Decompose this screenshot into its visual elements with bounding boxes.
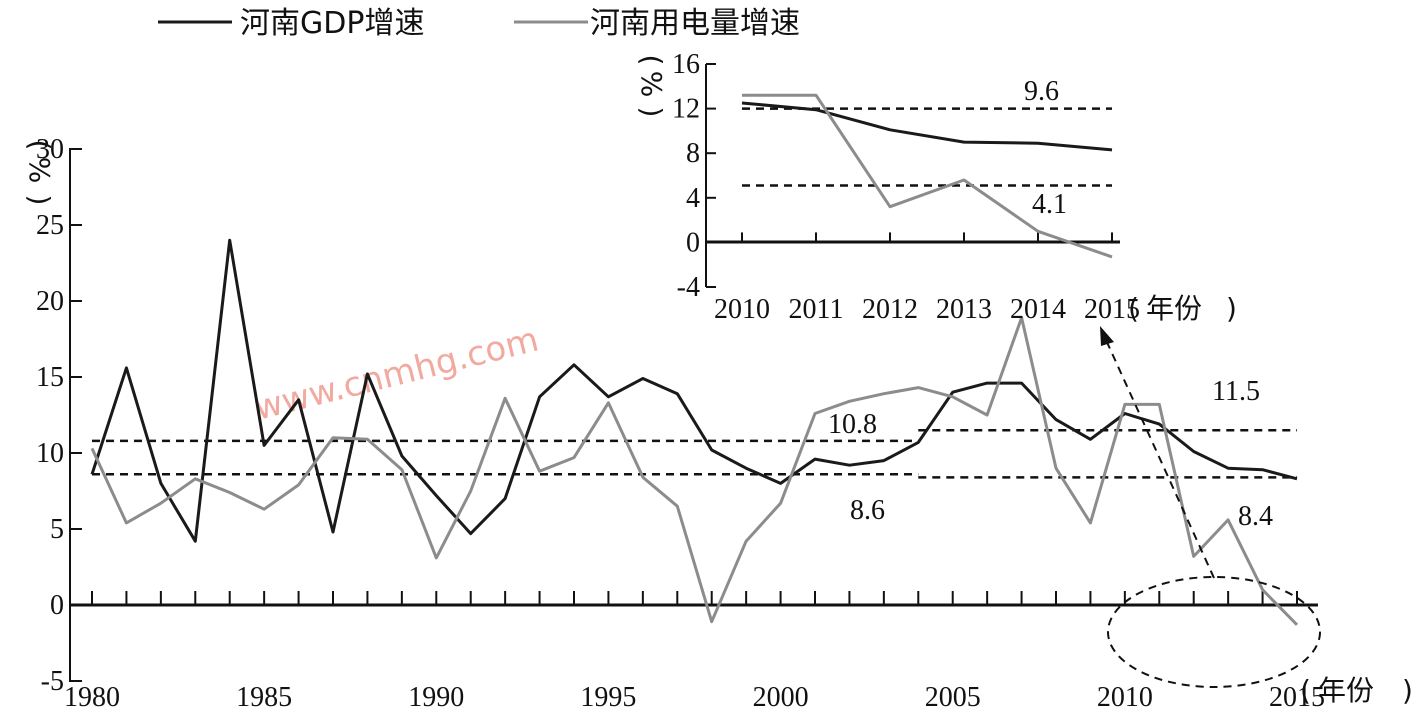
inset-y-tick-label: -4 (677, 272, 700, 303)
main-x-tick-label: 1985 (236, 682, 292, 713)
inset-y-unit-close-paren: ) (635, 107, 668, 118)
main-x-tick-label: 1995 (580, 682, 636, 713)
main-y-unit-open-paren: ( (23, 140, 56, 151)
main-y-tick-label: 25 (36, 210, 64, 241)
inset-plot: -4 0 4 8 12 16 2010 2011 2012 2013 2014 2015 9.6 4.… (635, 49, 1237, 325)
main-reference-label: 11.5 (1212, 376, 1260, 407)
inset-x-tick-label: 2015 (1084, 294, 1140, 325)
inset-series-line-power (742, 93, 1113, 259)
main-series-line-gdp (90, 238, 1298, 543)
main-y-tick-label: 0 (50, 590, 64, 621)
inset-y-tick-label: 12 (672, 94, 700, 125)
main-y-tick-label: -5 (41, 666, 64, 697)
main-x-tick-label: 2005 (925, 682, 981, 713)
main-x-tick-label: 1980 (64, 682, 120, 713)
inset-x-axis-title-open: ( (1128, 292, 1139, 325)
legend-label-gdp: 河南GDP增速 (240, 6, 424, 41)
inset-x-tick-label: 2013 (936, 294, 992, 325)
inset-y-tick-label: 8 (686, 138, 700, 169)
main-y-unit-label: % (23, 157, 56, 184)
main-y-tick-label: 10 (36, 438, 64, 469)
inset-x-tick-label: 2014 (1010, 294, 1066, 325)
inset-series-line-gdp (741, 101, 1113, 152)
inset-reference-label: 4.1 (1032, 189, 1067, 220)
inset-y-unit-open-paren: ( (635, 55, 668, 66)
main-x-axis-title-open: ( (1300, 674, 1311, 707)
main-y-tick-label: 20 (36, 286, 64, 317)
inset-x-axis-title-close: ) (1226, 292, 1237, 325)
main-x-axis-title-close: ) (1402, 674, 1413, 707)
highlight-arrow-line (1105, 339, 1215, 579)
main-x-tick-label: 2010 (1097, 682, 1153, 713)
inset-y-unit-label: % (635, 71, 668, 98)
inset-x-tick-label: 2011 (789, 294, 844, 325)
inset-reference-label: 9.6 (1024, 76, 1059, 107)
main-y-unit-close-paren: ) (23, 195, 56, 206)
inset-y-tick-label: 16 (672, 49, 700, 80)
highlight-ellipse (1107, 576, 1321, 688)
inset-y-tick-label: 4 (686, 183, 700, 214)
main-x-tick-label: 2015 (1269, 682, 1325, 713)
inset-x-tick-label: 2012 (862, 294, 918, 325)
main-reference-label: 8.4 (1238, 501, 1273, 532)
legend: 河南GDP增速 河南用电量增速 (158, 6, 800, 41)
legend-label-power: 河南用电量增速 (590, 6, 800, 41)
main-y-tick-label: 30 (36, 134, 64, 165)
main-y-tick-label: 15 (36, 362, 64, 393)
main-x-axis-title: 年份 (1318, 674, 1374, 707)
inset-y-tick-label: 0 (686, 227, 700, 258)
main-reference-label: 10.8 (828, 409, 877, 440)
main-x-tick-label: 2000 (753, 682, 809, 713)
main-reference-label: 8.6 (850, 495, 885, 526)
main-series-line-power (90, 316, 1299, 626)
main-x-tick-label: 1990 (408, 682, 464, 713)
inset-x-tick-label: 2010 (714, 294, 770, 325)
main-plot: -5 0 5 10 15 20 25 30 1980 1985 1990 1995 2000 2005 2… (23, 134, 1413, 713)
main-y-tick-label: 5 (50, 514, 64, 545)
highlight-arrow-head (1100, 326, 1114, 346)
inset-x-axis-title: 年份 (1146, 292, 1202, 325)
